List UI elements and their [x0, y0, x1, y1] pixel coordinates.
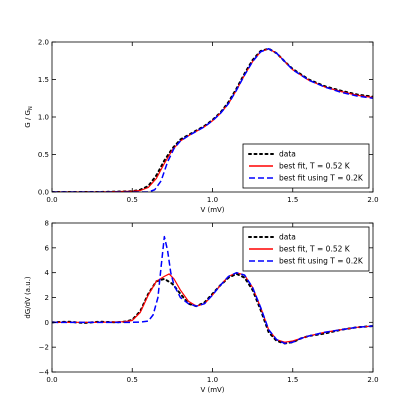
series-group — [52, 47, 373, 192]
x-tick-label: 0.5 — [127, 196, 138, 204]
x-tick-label: 1.0 — [207, 196, 218, 204]
y-tick-label: 0.5 — [38, 151, 49, 159]
chart-panel-1: 0.0 0.5 1.0 1.5 2.0 0.0 0.5 1.0 1.5 2.0 V (mV) G / … — [24, 39, 379, 215]
y-tick-label: 0.0 — [38, 189, 49, 197]
y-tick-label: −4 — [39, 369, 50, 377]
y-tick-label: 8 — [45, 220, 49, 228]
series-group — [52, 235, 373, 345]
y-tick-label: 1.5 — [38, 76, 49, 84]
legend-label: best fit using T = 0.2K — [279, 257, 364, 266]
x-tick-label: 0.0 — [46, 376, 57, 384]
x-tick-label: 1.5 — [287, 376, 298, 384]
y-axis-label: G / GN — [24, 106, 34, 128]
legend-label: best fit using T = 0.2K — [279, 174, 364, 183]
x-tick-label: 0.5 — [127, 376, 138, 384]
series-line-1 — [52, 47, 373, 192]
y-tick-label: 1.0 — [38, 114, 49, 122]
y-tick-label: 2 — [45, 294, 49, 302]
x-tick-label: 0.0 — [46, 196, 57, 204]
x-axis-label: V (mV) — [200, 206, 224, 214]
x-tick-label: 2.0 — [367, 196, 378, 204]
legend: data best fit, T = 0.52 K best fit using T… — [242, 226, 370, 272]
legend: data best fit, T = 0.52 K best fit using T… — [242, 143, 370, 189]
series-line-1 — [52, 272, 373, 345]
y-tick-label: 2.0 — [38, 39, 49, 47]
chart-panel-2: 0.0 0.5 1.0 1.5 2.0 −4 −2 0 2 4 6 8 V (mV) dG/dV (a.u… — [24, 220, 379, 395]
legend-label: best fit, T = 0.52 K — [279, 245, 351, 254]
series-line-2 — [52, 48, 373, 192]
y-tick-label: 6 — [45, 244, 50, 252]
legend-label: data — [279, 233, 296, 242]
series-line-3 — [52, 48, 373, 192]
y-axis-label: dG/dV (a.u.) — [24, 276, 32, 319]
series-line-3 — [52, 235, 373, 345]
x-axis-label: V (mV) — [200, 386, 224, 394]
x-tick-label: 1.5 — [287, 196, 298, 204]
x-tick-label: 1.0 — [207, 376, 218, 384]
y-tick-label: −2 — [39, 344, 49, 352]
y-tick-label: 0 — [45, 319, 49, 327]
x-tick-label: 2.0 — [367, 376, 378, 384]
legend-label: data — [279, 150, 296, 159]
legend-label: best fit, T = 0.52 K — [279, 162, 351, 171]
y-tick-label: 4 — [45, 269, 50, 277]
